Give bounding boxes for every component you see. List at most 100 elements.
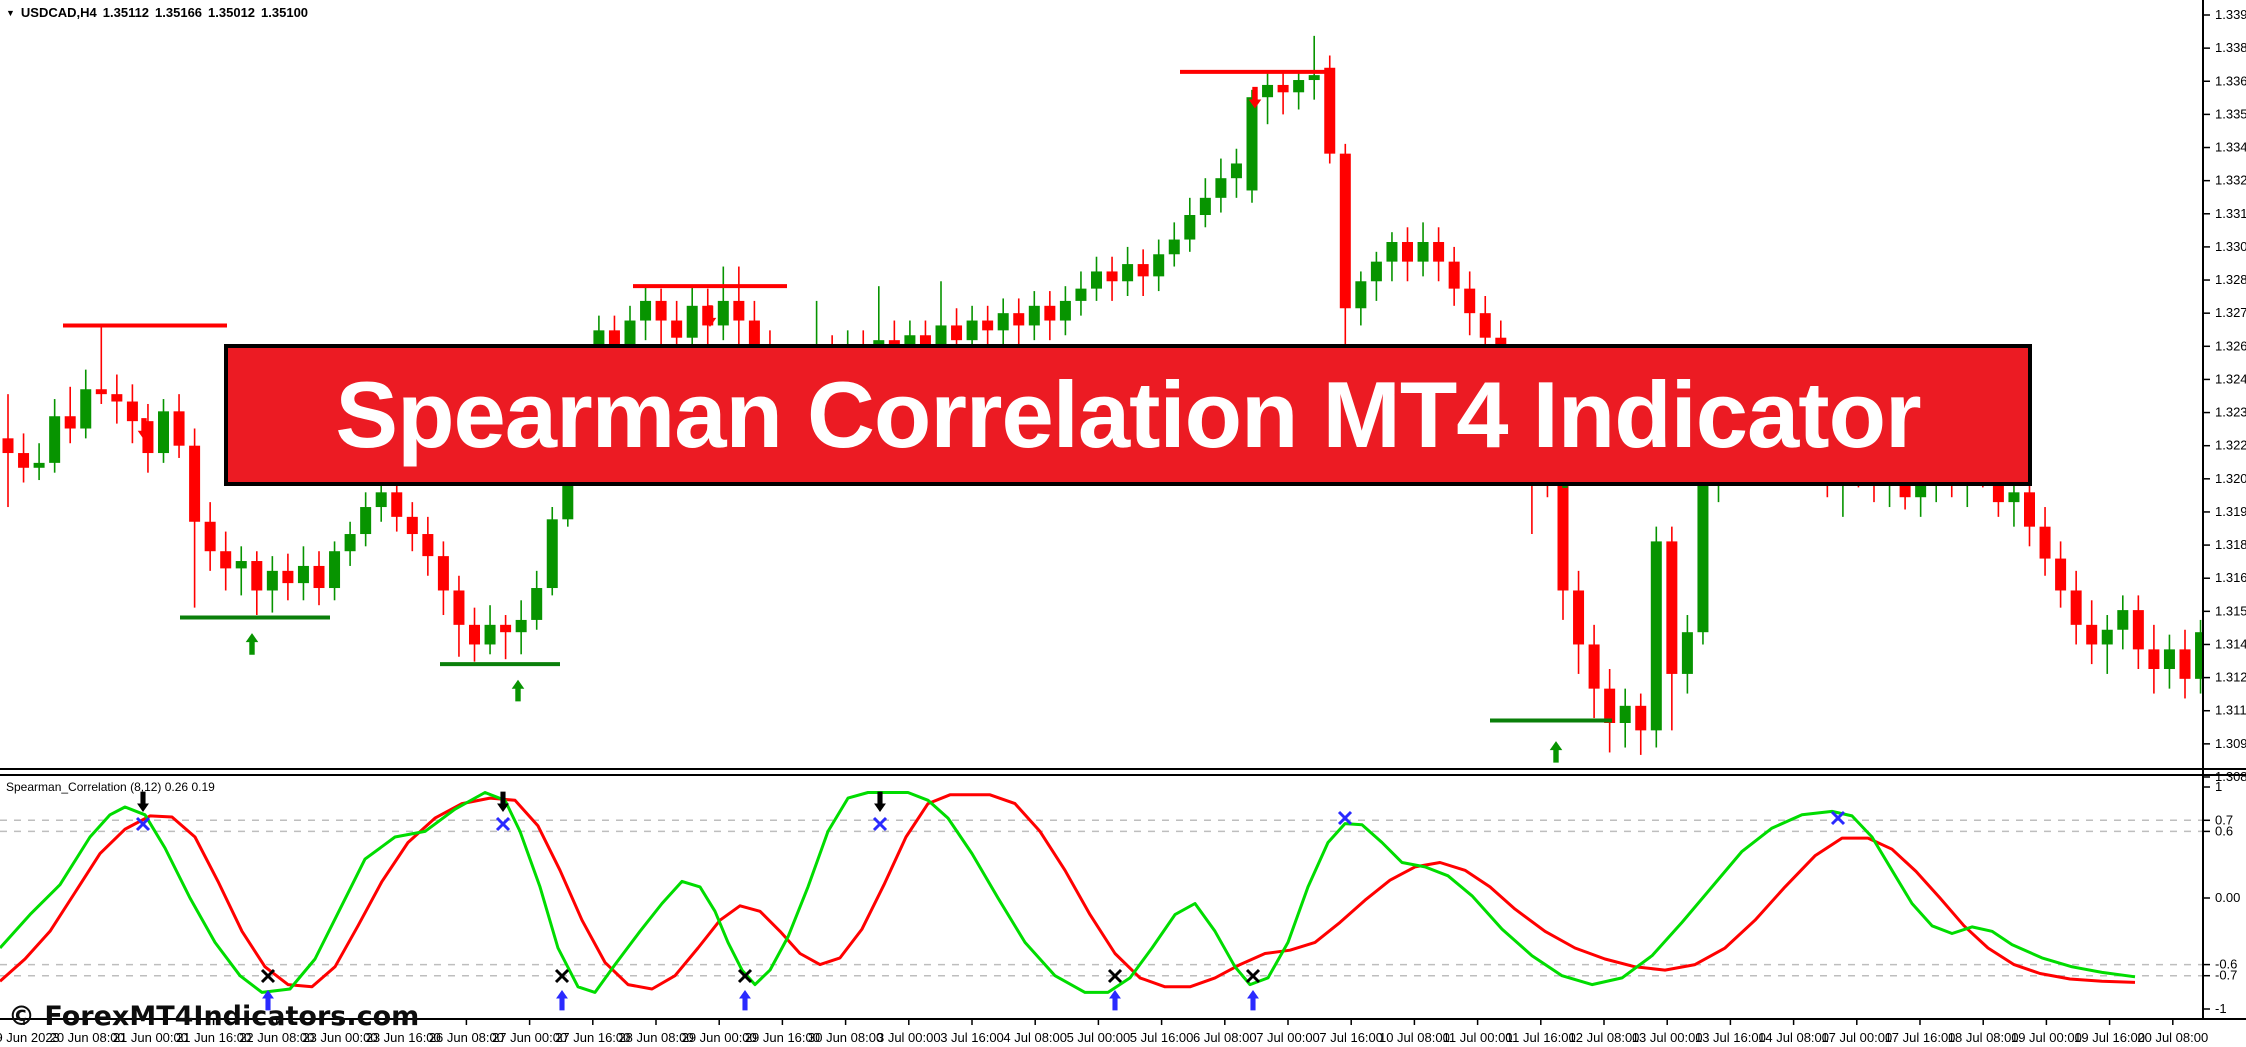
candle-bullish xyxy=(344,534,356,552)
candle-bullish xyxy=(1199,197,1211,216)
cross-stroke xyxy=(1245,968,1261,984)
time-tick-label: 5 Jul 16:00 xyxy=(1130,1030,1194,1045)
candle-bullish xyxy=(531,588,543,620)
time-tick-label: 13 Jul 16:00 xyxy=(1695,1030,1766,1045)
candle-bullish xyxy=(1293,80,1305,93)
candle-bullish xyxy=(515,619,527,633)
candle-bearish xyxy=(2132,610,2144,650)
candle-bullish xyxy=(997,313,1009,331)
candle-bearish xyxy=(453,590,465,625)
candle-bullish xyxy=(375,492,387,508)
candle-bearish xyxy=(608,330,620,346)
candle-bearish xyxy=(2086,624,2098,645)
candle-bearish xyxy=(1479,313,1491,338)
candle-bullish xyxy=(235,561,247,569)
candle-bearish xyxy=(469,624,480,645)
time-tick-label: 20 Jul 08:00 xyxy=(2137,1030,2208,1045)
candle-bullish xyxy=(297,565,309,584)
price-tick-label: 1.31130 xyxy=(2215,703,2246,718)
candle-bearish xyxy=(671,320,683,338)
cross-marker-icon xyxy=(1107,968,1123,984)
price-tick-label: 1.33560 xyxy=(2215,106,2246,121)
candle-bearish xyxy=(2070,590,2082,625)
time-tick-label: 21 Jun 16:00 xyxy=(176,1030,251,1045)
cross-stroke xyxy=(135,816,151,832)
candle-bullish xyxy=(2117,610,2129,630)
panel-buy-arrow-icon xyxy=(262,990,274,1011)
candle-bullish xyxy=(2008,492,2020,503)
candle-bullish xyxy=(1168,239,1180,255)
price-tick-label: 1.30860 xyxy=(2215,769,2246,784)
time-tick-label: 21 Jun 00:00 xyxy=(113,1030,188,1045)
time-tick-label: 11 Jul 16:00 xyxy=(1506,1030,1576,1045)
price-tick-label: 1.33290 xyxy=(2215,173,2246,188)
candle-bullish xyxy=(2101,629,2113,645)
candle-bearish xyxy=(18,453,30,468)
cross-stroke xyxy=(554,968,570,984)
time-tick-label: 22 Jun 08:00 xyxy=(239,1030,314,1045)
time-tick-label: 23 Jun 16:00 xyxy=(366,1030,441,1045)
candle-bearish xyxy=(1666,541,1678,674)
candle-bullish xyxy=(686,305,698,338)
buy-signal-arrow-icon xyxy=(511,679,525,702)
price-tick-label: 1.33020 xyxy=(2215,239,2246,254)
price-tick-label: 1.31265 xyxy=(2215,670,2246,685)
candle-bearish xyxy=(982,320,994,331)
candle-bearish xyxy=(1402,242,1413,262)
candle-bearish xyxy=(189,445,201,522)
candle-bearish xyxy=(2055,558,2067,591)
cross-marker-icon xyxy=(872,816,888,832)
candle-bearish xyxy=(733,300,745,321)
quote-open: 1.35112 xyxy=(102,5,150,20)
candle-bullish xyxy=(1246,97,1258,191)
candle-bearish xyxy=(2024,492,2035,527)
candle-bullish xyxy=(1075,288,1087,301)
price-tick-label: 1.32210 xyxy=(2215,438,2246,453)
quote-low: 1.35012 xyxy=(208,5,256,20)
sell-signal-arrow-icon xyxy=(703,305,717,327)
candle-bearish xyxy=(1604,688,1616,724)
candle-bullish xyxy=(1215,178,1227,198)
pane-separator-top[interactable] xyxy=(0,768,2246,770)
candle-bullish xyxy=(360,507,372,535)
quote-close: 1.35100 xyxy=(261,5,309,20)
price-tick-label: 1.31535 xyxy=(2215,603,2246,618)
time-tick-label: 26 Jun 08:00 xyxy=(429,1030,504,1045)
candle-bullish xyxy=(935,325,947,350)
panel-buy-arrow-icon xyxy=(1247,990,1259,1011)
panel-buy-arrow-icon xyxy=(739,990,751,1011)
promo-banner: Spearman Correlation MT4 Indicator xyxy=(224,344,2032,486)
candle-bullish xyxy=(1915,482,1927,498)
price-tick-label: 1.33155 xyxy=(2215,206,2246,221)
candle-bearish xyxy=(1433,242,1445,262)
candle-bearish xyxy=(313,565,325,589)
symbol-dropdown-icon[interactable]: ▼ xyxy=(6,7,15,18)
panel-tick-label: 0.00 xyxy=(2215,890,2240,905)
candle-bullish xyxy=(80,389,92,429)
banner-title: Spearman Correlation MT4 Indicator xyxy=(335,362,1921,467)
candle-bearish xyxy=(1013,313,1025,326)
price-tick-label: 1.33830 xyxy=(2215,40,2246,55)
time-tick-label: 17 Jul 16:00 xyxy=(1885,1030,1956,1045)
sell-signal-arrow-icon xyxy=(137,418,151,440)
candle-bearish xyxy=(1044,305,1056,321)
cross-marker-icon xyxy=(1245,968,1261,984)
candle-bullish xyxy=(1184,215,1196,240)
indicator-pane[interactable] xyxy=(0,791,2203,1011)
candle-bearish xyxy=(64,416,76,429)
time-tick-label: 14 Jul 08:00 xyxy=(1758,1030,1829,1045)
spearman-slow-line xyxy=(0,793,2136,991)
candle-bearish xyxy=(173,411,185,446)
candle-bullish xyxy=(484,624,496,645)
pane-separator-bottom[interactable] xyxy=(0,774,2246,776)
panel-tick-label: -1 xyxy=(2215,1001,2227,1016)
candle-bullish xyxy=(1417,242,1429,262)
time-tick-label: 3 Jul 16:00 xyxy=(940,1030,1004,1045)
cross-marker-icon xyxy=(1830,810,1846,826)
cross-marker-icon xyxy=(554,968,570,984)
price-tick-label: 1.31670 xyxy=(2215,570,2246,585)
candle-bearish xyxy=(1448,261,1460,289)
time-tick-label: 19 Jul 00:00 xyxy=(2011,1030,2082,1045)
